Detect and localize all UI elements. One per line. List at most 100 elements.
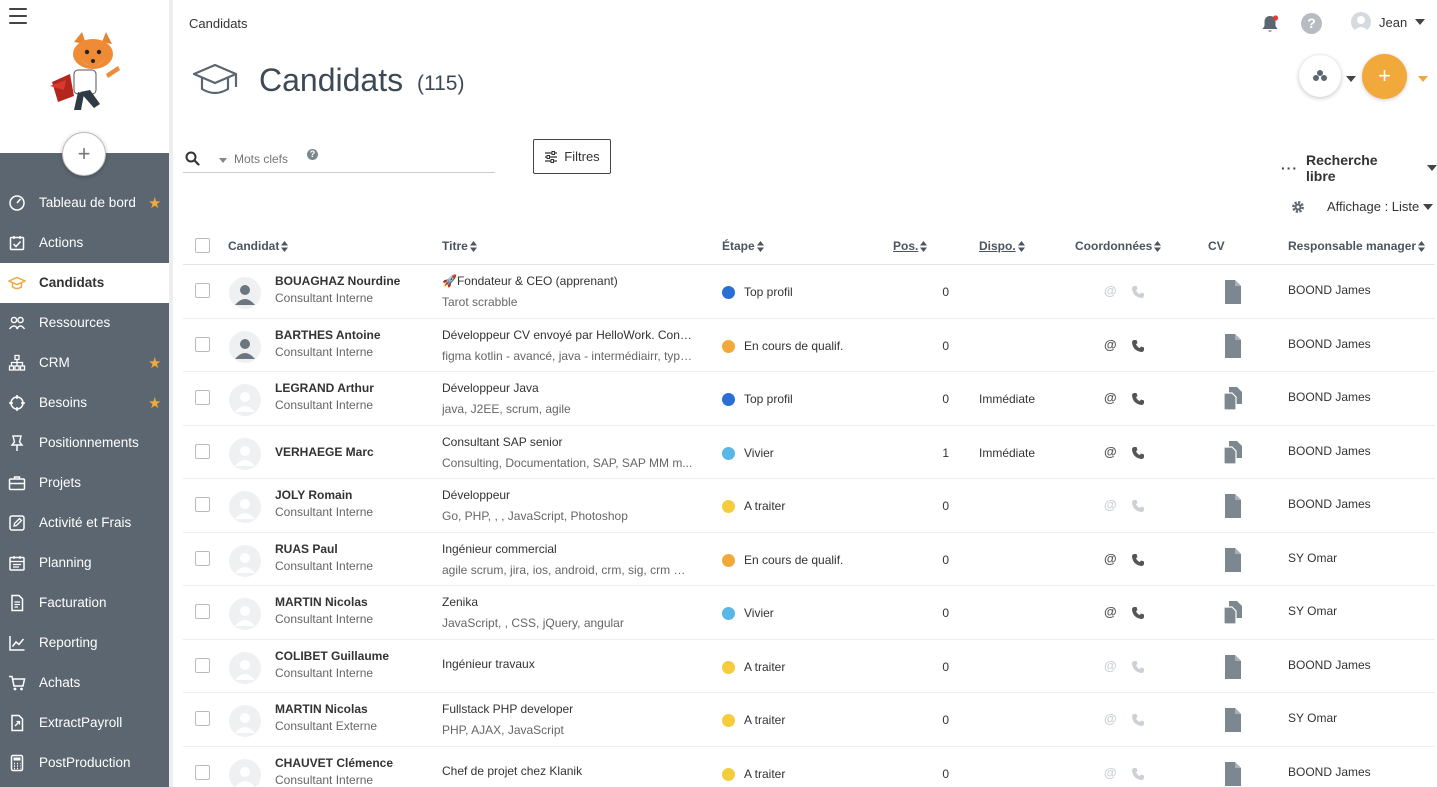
table-row[interactable]: BOUAGHAZ Nourdine Consultant Interne 🚀Fond… — [183, 265, 1435, 319]
table-row[interactable]: BARTHES Antoine Consultant Interne Dévelop… — [183, 319, 1435, 372]
stage-label[interactable]: Top profil — [744, 285, 793, 299]
quick-add-button[interactable]: + — [62, 132, 106, 176]
filters-button[interactable]: Filtres — [533, 139, 611, 174]
phone-icon[interactable] — [1131, 606, 1145, 620]
table-row[interactable]: JOLY Romain Consultant Interne Développeur… — [183, 479, 1435, 533]
sidebar-item[interactable]: Reporting — [0, 623, 169, 663]
sidebar-item[interactable]: ExtractPayroll — [0, 703, 169, 743]
responsible-manager[interactable]: SY Omar — [1288, 550, 1338, 565]
star-icon[interactable]: ★ — [148, 355, 162, 372]
sidebar-item[interactable]: Activité et Frais — [0, 503, 169, 543]
table-row[interactable]: RUAS Paul Consultant Interne Ingénieur com… — [183, 533, 1435, 586]
row-checkbox[interactable] — [195, 550, 210, 566]
search-input[interactable] — [234, 152, 314, 166]
phone-icon[interactable] — [1131, 553, 1145, 567]
responsible-manager[interactable]: SY Omar — [1288, 711, 1338, 725]
table-row[interactable]: LEGRAND Arthur Consultant Interne Développ… — [183, 372, 1435, 426]
candidate-name[interactable]: MARTIN Nicolas — [275, 702, 368, 716]
email-icon[interactable]: @ — [1104, 443, 1117, 459]
candidate-name[interactable]: LEGRAND Arthur — [275, 381, 374, 395]
search-icon[interactable] — [185, 151, 200, 166]
responsible-manager[interactable]: BOOND James — [1288, 390, 1371, 404]
free-search-toggle[interactable]: ··· Recherche libre — [1281, 152, 1437, 184]
responsible-manager[interactable]: BOOND James — [1288, 336, 1371, 351]
cv-document-icon[interactable] — [1220, 654, 1246, 680]
group-actions-button[interactable] — [1299, 55, 1341, 97]
candidate-name[interactable]: BOUAGHAZ Nourdine — [275, 274, 401, 288]
multiple-cv-documents-icon[interactable] — [1220, 600, 1246, 626]
chevron-down-icon[interactable] — [1346, 76, 1356, 82]
stage-label[interactable]: En cours de qualif. — [744, 552, 844, 567]
row-checkbox[interactable] — [195, 764, 210, 780]
candidate-name[interactable]: VERHAEGE Marc — [275, 444, 374, 459]
menu-icon[interactable] — [9, 8, 27, 26]
stage-label[interactable]: Vivier — [744, 445, 774, 460]
search-mode-chevron-icon[interactable] — [219, 158, 227, 163]
phone-icon[interactable] — [1131, 446, 1145, 460]
candidate-name[interactable]: JOLY Romain — [275, 488, 353, 502]
table-row[interactable]: MARTIN Nicolas Consultant Interne Zenika Ja… — [183, 586, 1435, 640]
cv-document-icon[interactable] — [1220, 493, 1246, 519]
responsible-manager[interactable]: BOOND James — [1288, 764, 1371, 779]
help-icon[interactable]: ? — [1301, 13, 1322, 34]
sidebar-item[interactable]: Projets — [0, 463, 169, 503]
cv-document-icon[interactable] — [1220, 279, 1246, 305]
row-checkbox[interactable] — [195, 497, 210, 512]
candidate-name[interactable]: COLIBET Guillaume — [275, 648, 390, 663]
notification-bell-icon[interactable] — [1260, 14, 1280, 34]
stage-label[interactable]: A traiter — [744, 713, 786, 727]
chevron-down-icon[interactable] — [1418, 76, 1428, 82]
candidate-name[interactable]: BARTHES Antoine — [275, 327, 381, 342]
responsible-manager[interactable]: SY Omar — [1288, 604, 1338, 618]
sidebar-item[interactable]: Besoins ★ — [0, 383, 169, 423]
sidebar-item[interactable]: Tableau de bord ★ — [0, 183, 169, 223]
sidebar-item[interactable]: Planning — [0, 543, 169, 583]
column-header-manager[interactable]: Responsable manager — [1288, 239, 1426, 253]
row-checkbox[interactable] — [195, 390, 210, 405]
star-icon[interactable]: ★ — [148, 195, 162, 212]
multiple-cv-documents-icon[interactable] — [1220, 386, 1246, 412]
responsible-manager[interactable]: BOOND James — [1288, 657, 1371, 672]
row-checkbox[interactable] — [195, 711, 210, 726]
search-help-icon[interactable]: ? — [307, 149, 318, 160]
sidebar-item[interactable]: CRM ★ — [0, 343, 169, 383]
cv-document-icon[interactable] — [1220, 707, 1246, 733]
stage-label[interactable]: A traiter — [744, 499, 786, 513]
sidebar-item[interactable]: Candidats — [0, 263, 169, 303]
star-icon[interactable]: ★ — [148, 395, 162, 412]
responsible-manager[interactable]: BOOND James — [1288, 283, 1371, 297]
email-icon[interactable]: @ — [1104, 604, 1117, 619]
sidebar-item[interactable]: Ressources — [0, 303, 169, 343]
multiple-cv-documents-icon[interactable] — [1220, 440, 1246, 466]
row-checkbox[interactable] — [195, 336, 210, 352]
select-all-checkbox[interactable] — [195, 238, 210, 253]
row-checkbox[interactable] — [195, 443, 210, 459]
row-checkbox[interactable] — [195, 604, 210, 619]
table-row[interactable]: MARTIN Nicolas Consultant Externe Fullstac… — [183, 693, 1435, 747]
candidate-name[interactable]: MARTIN Nicolas — [275, 595, 368, 609]
candidate-name[interactable]: CHAUVET Clémence — [275, 755, 394, 770]
column-header-titre[interactable]: Titre — [442, 239, 477, 253]
stage-label[interactable]: A traiter — [744, 766, 786, 781]
cv-document-icon[interactable] — [1220, 547, 1246, 573]
sidebar-item[interactable]: PostProduction — [0, 743, 169, 783]
phone-icon[interactable] — [1131, 392, 1145, 406]
email-icon[interactable]: @ — [1104, 390, 1117, 405]
sidebar-item[interactable]: Actions — [0, 223, 169, 263]
column-header-dispo[interactable]: Dispo. — [979, 239, 1025, 253]
sidebar-item[interactable]: Achats — [0, 663, 169, 703]
responsible-manager[interactable]: BOOND James — [1288, 497, 1371, 511]
column-header-pos[interactable]: Pos. — [893, 239, 928, 253]
cv-document-icon[interactable] — [1220, 761, 1246, 787]
table-row[interactable]: COLIBET Guillaume Consultant Interne Ingén… — [183, 640, 1435, 693]
table-row[interactable]: CHAUVET Clémence Consultant Interne Chef d… — [183, 747, 1435, 787]
responsible-manager[interactable]: BOOND James — [1288, 443, 1371, 458]
stage-label[interactable]: A traiter — [744, 659, 786, 674]
create-candidate-button[interactable]: + — [1362, 54, 1407, 99]
user-menu[interactable]: Jean — [1351, 12, 1426, 32]
column-header-candidat[interactable]: Candidat — [228, 239, 289, 253]
stage-label[interactable]: En cours de qualif. — [744, 338, 844, 353]
gear-icon[interactable] — [1291, 200, 1305, 214]
stage-label[interactable]: Top profil — [744, 392, 793, 406]
email-icon[interactable]: @ — [1104, 336, 1117, 352]
